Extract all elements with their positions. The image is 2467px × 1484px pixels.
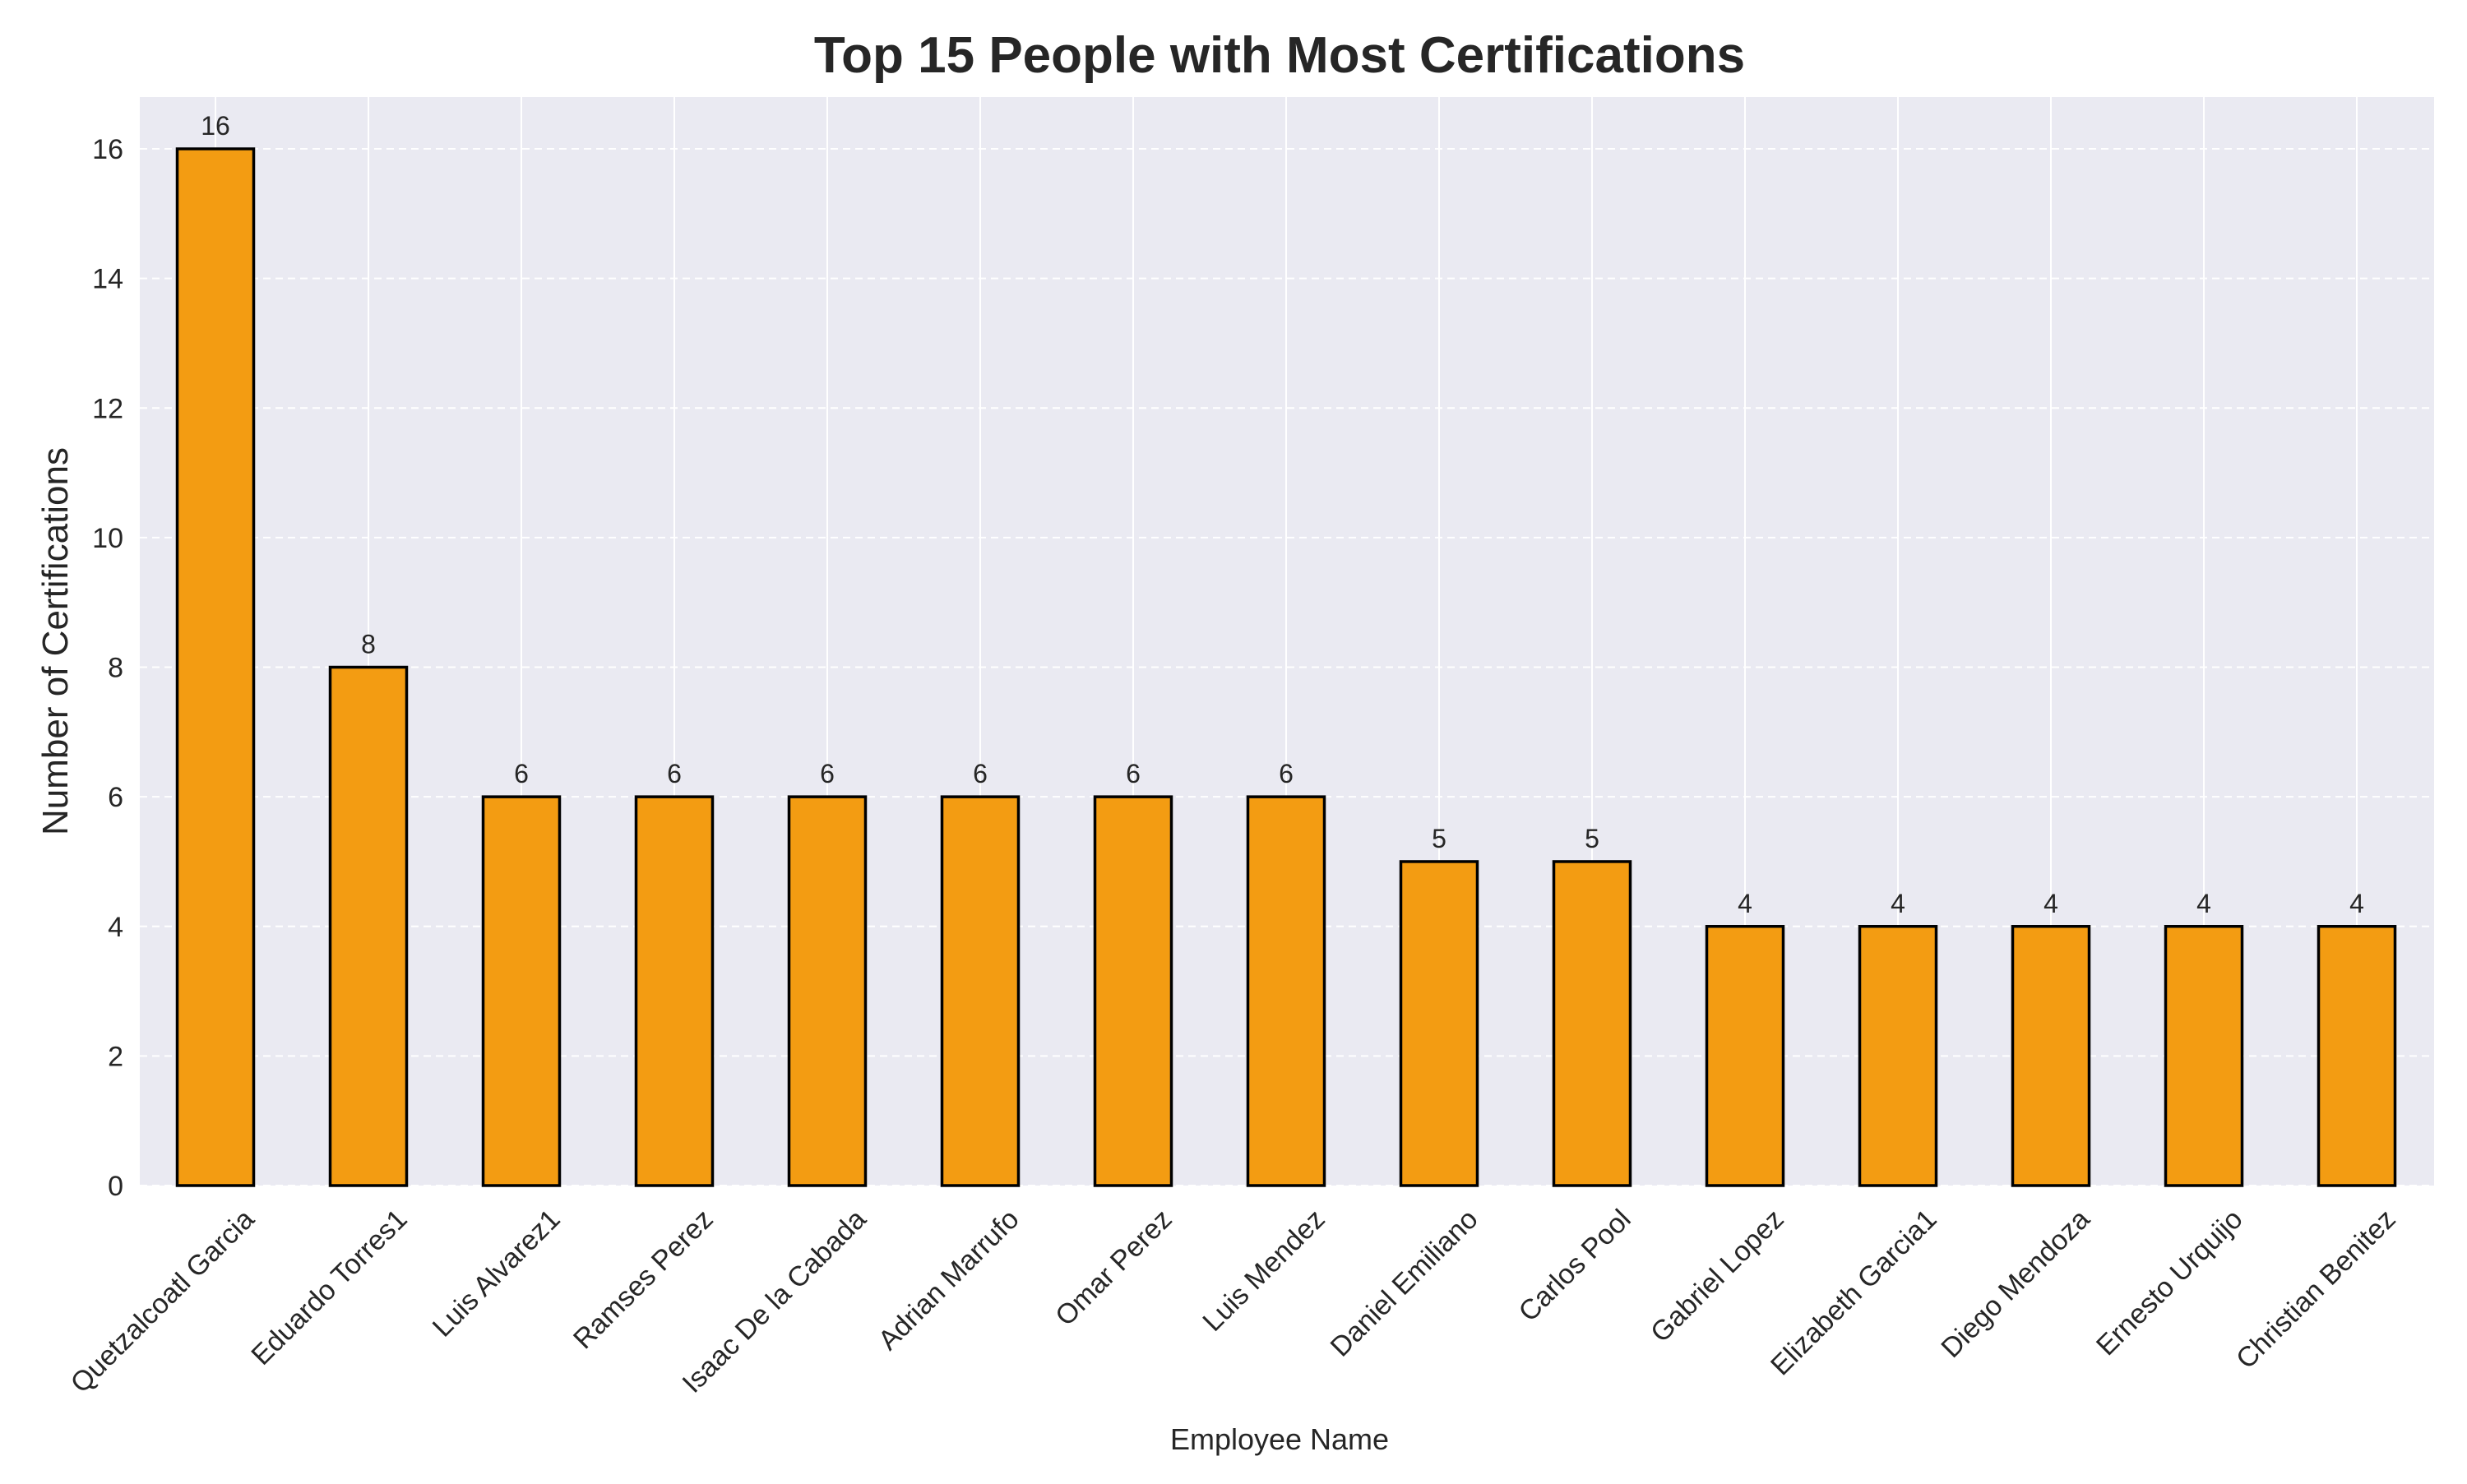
x-tick-label: Luis Mendez — [1196, 1204, 1331, 1338]
x-tick-label: Eduardo Torres1 — [245, 1204, 413, 1371]
y-tick-label: 2 — [108, 1041, 123, 1072]
x-tick-label: Quetzalcoatl Garcia — [65, 1204, 261, 1399]
y-tick-label: 0 — [108, 1171, 123, 1202]
bar — [175, 147, 256, 1187]
y-tick-label: 12 — [92, 393, 123, 424]
data-label: 5 — [1585, 824, 1599, 853]
data-label: 6 — [1279, 759, 1294, 788]
bar — [634, 795, 715, 1187]
bar — [1705, 925, 1785, 1187]
x-tick-label: Ramses Perez — [567, 1204, 720, 1356]
bar — [940, 795, 1021, 1187]
y-tick-label: 16 — [92, 134, 123, 165]
data-label: 6 — [1126, 759, 1141, 788]
bar — [1552, 860, 1632, 1187]
y-tick-label: 14 — [92, 264, 123, 295]
bar — [1399, 860, 1479, 1187]
x-tick-label: Diego Mendoza — [1935, 1204, 2095, 1364]
data-label: 5 — [1432, 824, 1446, 853]
x-tick-label: Ernesto Urquijo — [2090, 1204, 2249, 1362]
bar — [481, 795, 562, 1187]
data-label: 6 — [514, 759, 529, 788]
value-labels: 16 8 6 6 6 6 6 6 5 5 4 4 4 4 4 — [201, 111, 2364, 918]
y-tick-label: 10 — [92, 523, 123, 554]
chart-title: Top 15 People with Most Certifications — [814, 27, 1745, 84]
x-tick-label: Luis Alvarez1 — [427, 1204, 567, 1343]
y-tick-label: 4 — [108, 912, 123, 943]
y-axis-title: Number of Certifications — [35, 447, 76, 835]
x-tick-label: Christian Benitez — [2230, 1204, 2402, 1375]
bar — [787, 795, 868, 1187]
bar — [328, 665, 409, 1187]
y-tick-label: 8 — [108, 653, 123, 684]
x-tick-label: Carlos Pool — [1512, 1204, 1636, 1328]
x-tick-label: Omar Perez — [1049, 1204, 1178, 1332]
data-label: 4 — [2349, 889, 2364, 918]
bar — [1858, 925, 1938, 1187]
bar — [1093, 795, 1173, 1187]
bar — [2011, 925, 2091, 1187]
bar — [2164, 925, 2244, 1187]
data-label: 6 — [820, 759, 835, 788]
data-label: 8 — [361, 630, 376, 659]
x-tick-label: Daniel Emiliano — [1325, 1204, 1484, 1363]
bar — [1246, 795, 1326, 1187]
y-tick-label: 6 — [108, 782, 123, 813]
data-label: 4 — [2196, 889, 2211, 918]
y-axis-ticks: 0 2 4 6 8 10 12 14 16 — [92, 134, 123, 1202]
x-tick-label: Gabriel Lopez — [1645, 1204, 1790, 1349]
bars — [175, 147, 2397, 1187]
bar — [2317, 925, 2397, 1187]
data-label: 4 — [1738, 889, 1752, 918]
data-label: 16 — [201, 111, 230, 141]
x-tick-label: Elizabeth Garcia1 — [1765, 1204, 1943, 1382]
data-label: 4 — [2043, 889, 2058, 918]
x-axis-title: Employee Name — [1170, 1422, 1389, 1456]
x-tick-label: Adrian Marrufo — [872, 1204, 1025, 1357]
data-label: 4 — [1891, 889, 1905, 918]
data-label: 6 — [667, 759, 682, 788]
data-label: 6 — [973, 759, 988, 788]
